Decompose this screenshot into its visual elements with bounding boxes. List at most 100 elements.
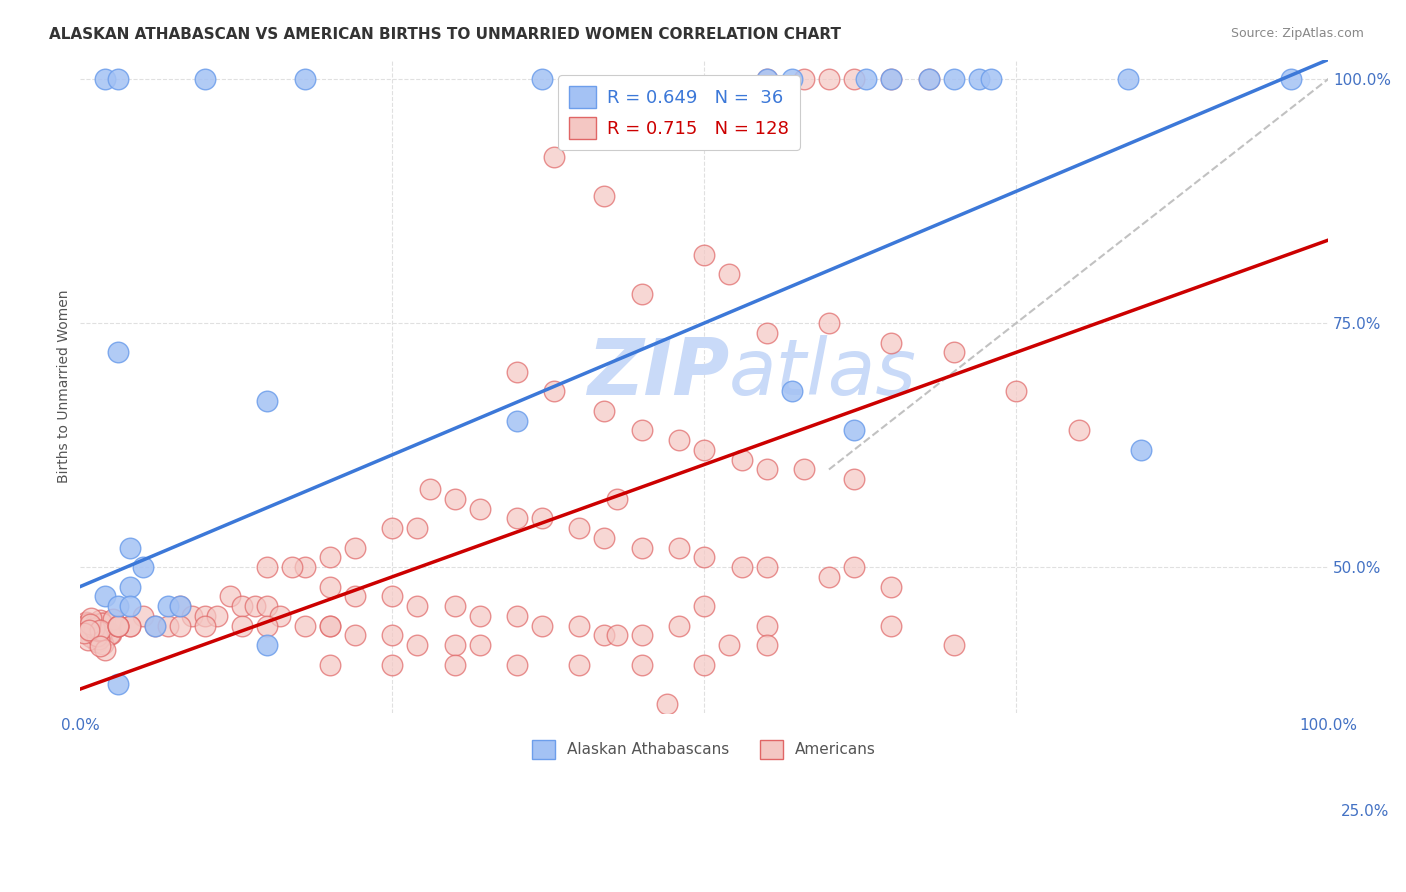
Point [156, 618, 179, 632]
Point [593, 531, 616, 545]
Point [381, 657, 404, 672]
Point [880, 72, 903, 87]
Point [131, 560, 153, 574]
Point [593, 189, 616, 203]
Point [506, 365, 529, 379]
Point [194, 608, 217, 623]
Point [967, 72, 990, 87]
Point [530, 511, 553, 525]
Point [75, 615, 97, 630]
Point [693, 599, 716, 614]
Point [98, 627, 121, 641]
Point [91, 637, 114, 651]
Point [90, 629, 112, 643]
Point [131, 853, 153, 867]
Point [80, 621, 103, 635]
Point [79, 624, 101, 638]
Point [655, 697, 678, 711]
Point [256, 599, 278, 614]
Point [107, 72, 129, 87]
Point [630, 541, 652, 555]
Point [630, 286, 652, 301]
Point [94, 643, 117, 657]
Point [86, 629, 108, 643]
Point [269, 608, 291, 623]
Point [942, 345, 965, 359]
Point [83, 621, 105, 635]
Point [107, 618, 129, 632]
Point [319, 580, 342, 594]
Point [231, 618, 253, 632]
Point [880, 335, 903, 350]
Point [94, 590, 117, 604]
Point [780, 384, 803, 399]
Point [77, 615, 100, 630]
Point [568, 521, 591, 535]
Point [256, 638, 278, 652]
Point [77, 632, 100, 647]
Point [1279, 72, 1302, 87]
Point [568, 618, 591, 632]
Point [419, 482, 441, 496]
Point [93, 624, 115, 639]
Point [818, 570, 841, 584]
Point [89, 632, 111, 647]
Point [855, 72, 877, 87]
Point [880, 618, 903, 632]
Point [90, 615, 112, 630]
Point [120, 541, 142, 555]
Point [1118, 72, 1140, 87]
Point [842, 472, 865, 486]
Point [156, 823, 179, 838]
Point [406, 599, 429, 614]
Point [468, 638, 491, 652]
Point [818, 316, 841, 330]
Point [530, 618, 553, 632]
Point [281, 560, 304, 574]
Point [169, 599, 191, 614]
Point [730, 560, 752, 574]
Point [131, 608, 153, 623]
Point [755, 618, 778, 632]
Point [506, 608, 529, 623]
Y-axis label: Births to Unmarried Women: Births to Unmarried Women [58, 290, 72, 483]
Point [693, 248, 716, 262]
Point [73, 625, 96, 640]
Point [1067, 424, 1090, 438]
Point [107, 599, 129, 614]
Point [87, 624, 110, 638]
Text: Source: ZipAtlas.com: Source: ZipAtlas.com [1230, 27, 1364, 40]
Point [543, 150, 565, 164]
Point [80, 630, 103, 644]
Point [120, 618, 142, 632]
Point [77, 623, 100, 637]
Point [73, 618, 96, 632]
Point [89, 623, 111, 637]
Point [1005, 384, 1028, 399]
Point [506, 511, 529, 525]
Point [693, 442, 716, 457]
Point [84, 621, 107, 635]
Point [381, 521, 404, 535]
Point [381, 590, 404, 604]
Point [89, 613, 111, 627]
Point [918, 72, 941, 87]
Point [89, 639, 111, 653]
Point [406, 521, 429, 535]
Point [91, 617, 114, 632]
Point [243, 599, 266, 614]
Point [256, 394, 278, 409]
Point [343, 628, 366, 642]
Text: ZIP: ZIP [586, 335, 730, 411]
Point [80, 611, 103, 625]
Point [755, 462, 778, 476]
Point [842, 72, 865, 87]
Point [107, 677, 129, 691]
Point [543, 384, 565, 399]
Point [381, 628, 404, 642]
Point [755, 326, 778, 340]
Point [86, 629, 108, 643]
Point [880, 580, 903, 594]
Point [194, 72, 217, 87]
Point [343, 541, 366, 555]
